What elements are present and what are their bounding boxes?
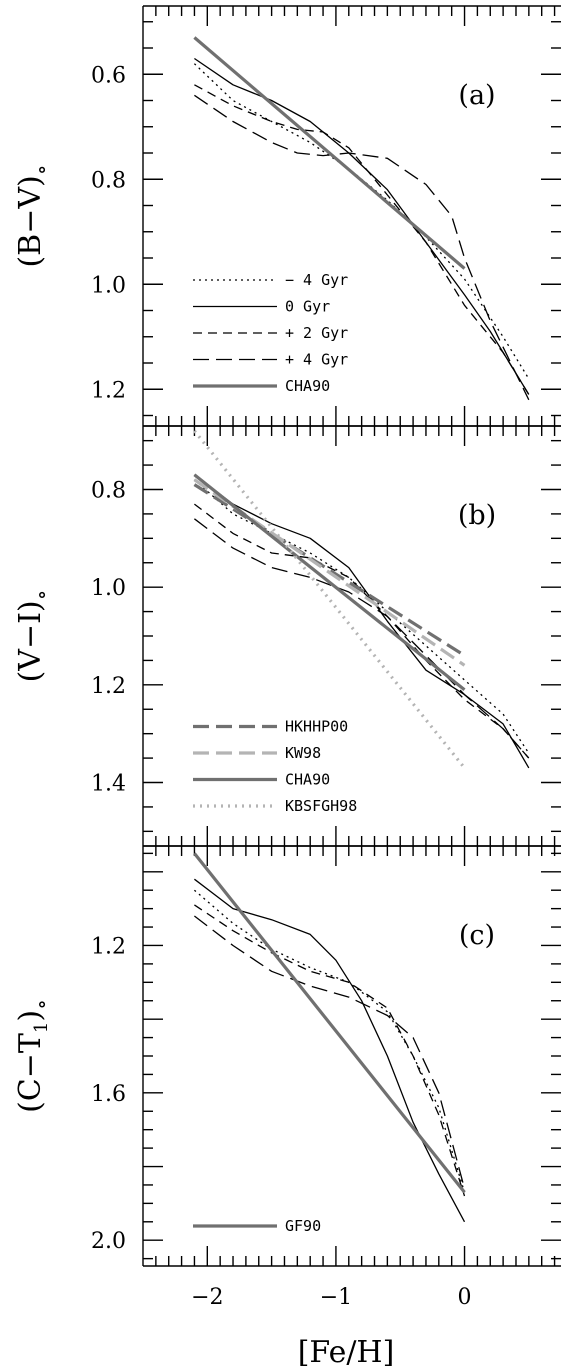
series-line bbox=[194, 84, 530, 395]
panel-b: 0.8 1.0 1.2 1.4 HKHHP00 KW98 CHA90 KBSFGH98 (b) (… bbox=[13, 425, 561, 847]
y-tick-label: 1.2 bbox=[91, 674, 126, 699]
y-tick-label: 0.8 bbox=[91, 478, 126, 503]
series-line bbox=[194, 474, 530, 769]
series-line bbox=[194, 878, 466, 1223]
series-group bbox=[193, 429, 530, 769]
series-line bbox=[193, 473, 466, 691]
y-tick-label: 2.0 bbox=[91, 1229, 126, 1254]
y-tick-label: 1.0 bbox=[91, 273, 126, 298]
y-axis-label: (V−I)∘ bbox=[13, 590, 55, 683]
series-line bbox=[193, 852, 466, 1194]
series-line bbox=[194, 904, 466, 1197]
legend: − 4 Gyr 0 Gyr + 2 Gyr + 4 Gyr CHA90 bbox=[193, 271, 348, 395]
x-tick-label: 0 bbox=[458, 1285, 472, 1310]
legend-label: CHA90 bbox=[285, 771, 330, 789]
series-line bbox=[194, 915, 466, 1189]
series-line bbox=[194, 503, 530, 759]
y-tick-marks bbox=[143, 21, 561, 417]
y-tick-marks bbox=[143, 439, 561, 833]
series-line bbox=[193, 889, 466, 1193]
x-tick-label: −1 bbox=[320, 1285, 352, 1310]
series-line bbox=[194, 518, 530, 759]
panel-label: (c) bbox=[459, 920, 495, 951]
legend: GF90 bbox=[193, 1217, 321, 1235]
y-tick-label: 1.4 bbox=[91, 772, 126, 797]
x-axis-label: [Fe/H] bbox=[298, 1335, 395, 1370]
x-tick-marks bbox=[155, 6, 556, 426]
y-axis-label: (C−T1)∘ bbox=[13, 999, 55, 1113]
x-tick-label: −2 bbox=[191, 1285, 223, 1310]
series-line bbox=[193, 483, 466, 657]
legend-label: CHA90 bbox=[285, 377, 330, 395]
legend-label: KBSFGH98 bbox=[285, 797, 357, 815]
y-tick-label: 1.0 bbox=[91, 576, 126, 601]
y-tick-marks bbox=[143, 852, 561, 1260]
y-tick-label: 1.6 bbox=[91, 1082, 126, 1107]
series-group bbox=[193, 852, 466, 1223]
series-line bbox=[193, 429, 466, 769]
legend-label: + 4 Gyr bbox=[285, 351, 348, 369]
x-tick-marks bbox=[155, 426, 556, 846]
y-tick-label: 0.6 bbox=[91, 63, 126, 88]
series-line bbox=[194, 57, 530, 395]
legend-label: HKHHP00 bbox=[285, 718, 348, 736]
panel-label: (b) bbox=[458, 500, 496, 531]
legend: HKHHP00 KW98 CHA90 KBSFGH98 bbox=[193, 718, 357, 815]
series-line bbox=[193, 36, 466, 270]
legend-label: GF90 bbox=[285, 1217, 321, 1235]
y-tick-label: 0.8 bbox=[91, 168, 126, 193]
x-tick-marks bbox=[155, 846, 556, 1266]
legend-label: 0 Gyr bbox=[285, 298, 330, 316]
series-line bbox=[193, 479, 530, 754]
panel-label: (a) bbox=[458, 80, 495, 111]
legend-label: KW98 bbox=[285, 744, 321, 762]
legend-label: + 2 Gyr bbox=[285, 324, 348, 342]
panel-c: 1.2 1.6 2.0 GF90 (c) (C−T1)∘ −2 −1 0 [Fe/H] bbox=[13, 845, 561, 1370]
legend-label: − 4 Gyr bbox=[285, 271, 348, 289]
panel-a: 0.6 0.8 1.0 1.2 − 4 Gyr 0 Gyr + 2 Gyr + 4 Gyr CH… bbox=[13, 5, 561, 427]
series-line bbox=[194, 94, 530, 401]
y-axis-label: (B−V)∘ bbox=[13, 164, 55, 267]
series-group bbox=[193, 36, 530, 401]
y-tick-label: 1.2 bbox=[91, 934, 126, 959]
y-tick-label: 1.2 bbox=[91, 378, 126, 403]
